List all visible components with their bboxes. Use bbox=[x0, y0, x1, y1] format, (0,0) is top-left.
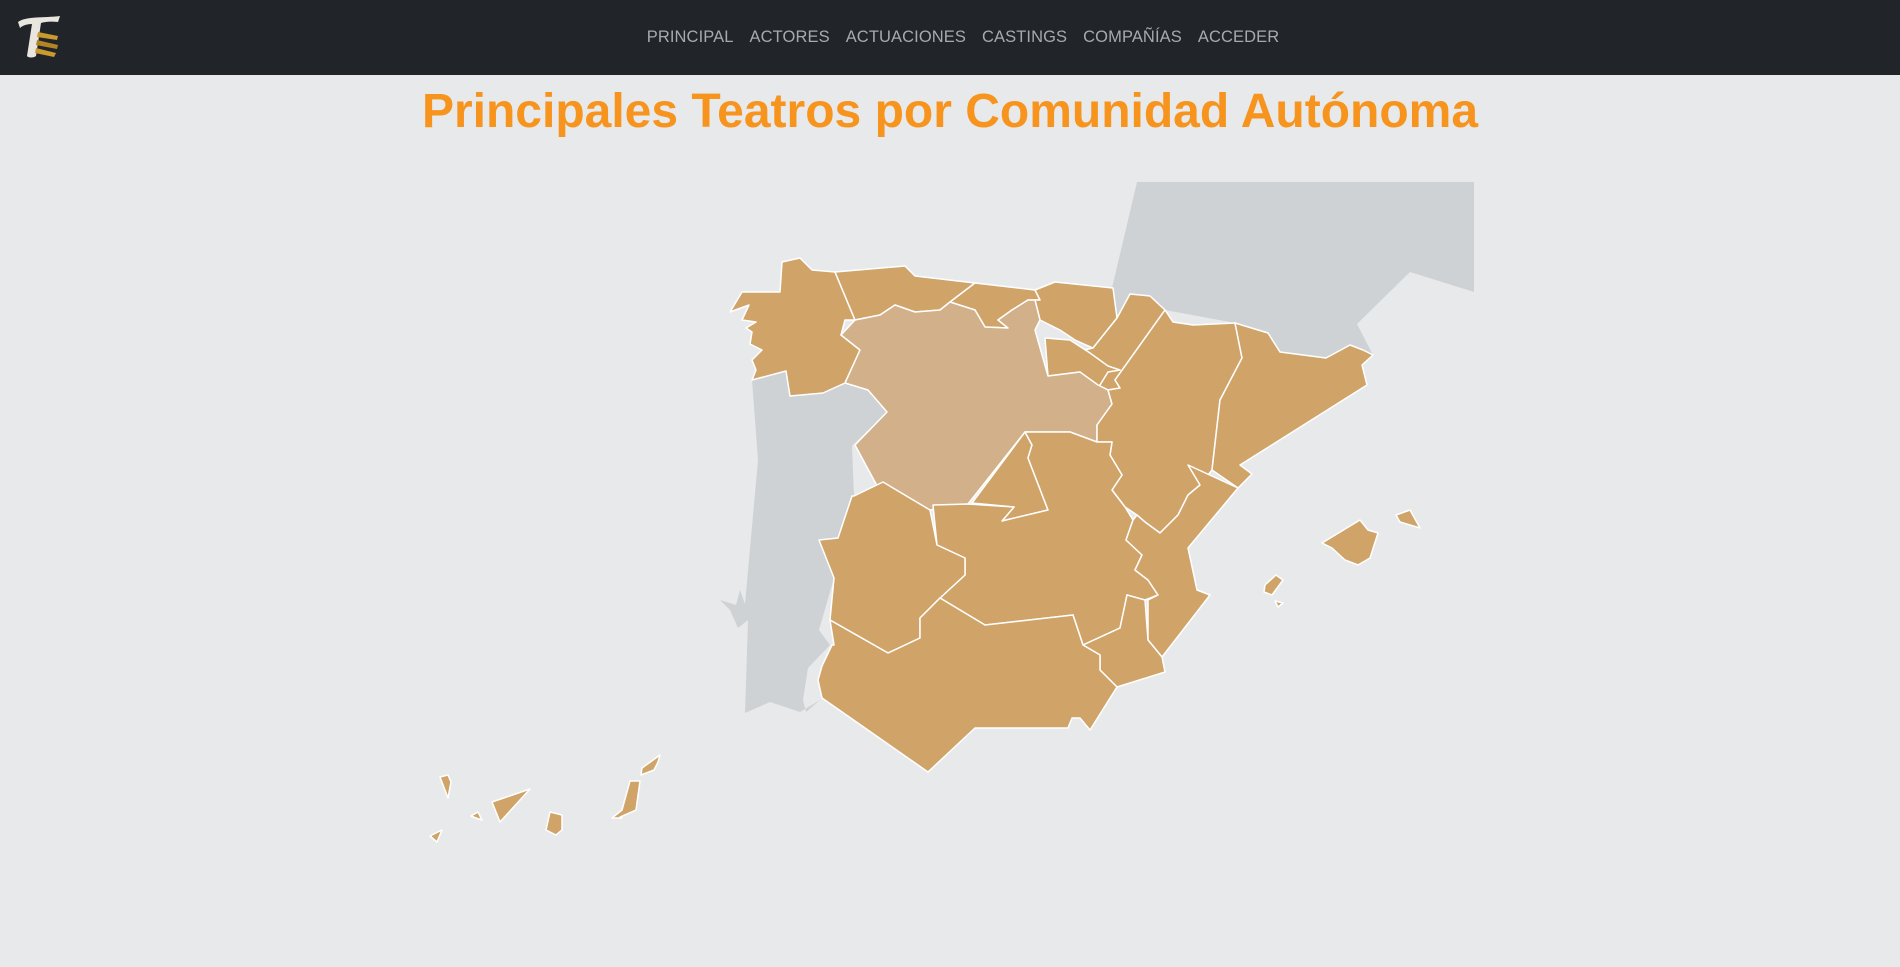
island-fuerteventura[interactable] bbox=[611, 780, 641, 819]
island-la-palma[interactable] bbox=[439, 774, 452, 799]
page-title: Principales Teatros por Comunidad Autóno… bbox=[421, 85, 1479, 138]
region-castilla-y-leon[interactable] bbox=[840, 299, 1113, 511]
nav-link-companias[interactable]: COMPAÑÍAS bbox=[1083, 28, 1182, 46]
region-pais-vasco[interactable] bbox=[1034, 281, 1118, 349]
region-islas-baleares[interactable] bbox=[1263, 509, 1421, 608]
region-cataluna[interactable] bbox=[1211, 322, 1374, 489]
main-nav: PRINCIPAL ACTORES ACTUACIONES CASTINGS C… bbox=[0, 0, 1900, 75]
nav-link-actores[interactable]: ACTORES bbox=[749, 28, 830, 46]
theatre-t-logo-icon[interactable] bbox=[14, 12, 64, 62]
nav-link-castings[interactable]: CASTINGS bbox=[982, 28, 1068, 46]
island-lanzarote[interactable] bbox=[640, 754, 661, 776]
nav-link-principal[interactable]: PRINCIPAL bbox=[646, 28, 734, 46]
island-menorca[interactable] bbox=[1395, 509, 1421, 529]
region-canarias[interactable] bbox=[429, 754, 661, 843]
region-comunidad-valenciana[interactable] bbox=[1125, 464, 1239, 658]
island-mallorca[interactable] bbox=[1321, 519, 1379, 566]
portugal-shape bbox=[720, 371, 887, 713]
island-gran-canaria[interactable] bbox=[545, 811, 563, 836]
france-shape bbox=[1112, 182, 1474, 358]
island-tenerife[interactable] bbox=[491, 788, 531, 823]
nav-link-actuaciones[interactable]: ACTUACIONES bbox=[845, 28, 966, 46]
region-galicia[interactable] bbox=[729, 257, 861, 397]
island-el-hierro[interactable] bbox=[429, 829, 443, 843]
island-ibiza[interactable] bbox=[1263, 574, 1284, 596]
top-navbar: PRINCIPAL ACTORES ACTUACIONES CASTINGS C… bbox=[0, 0, 1900, 75]
island-la-gomera[interactable] bbox=[470, 811, 483, 821]
region-andalucia[interactable] bbox=[817, 597, 1118, 773]
nav-link-acceder[interactable]: ACCEDER bbox=[1197, 28, 1280, 46]
island-formentera[interactable] bbox=[1274, 600, 1284, 608]
